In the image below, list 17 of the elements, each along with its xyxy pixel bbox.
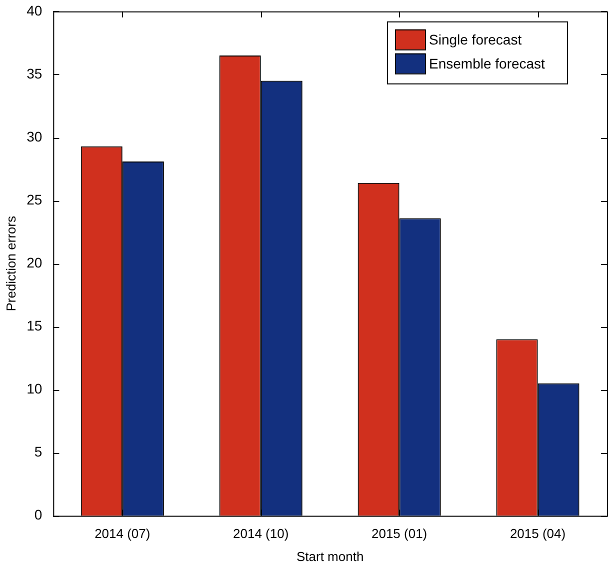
legend-label: Ensemble forecast <box>429 55 546 72</box>
y-axis-title: Prediction errors <box>3 215 18 312</box>
x-tick-label: 2015 (01) <box>371 526 428 542</box>
x-axis-title: Start month <box>296 548 364 564</box>
y-tick-label: 20 <box>26 254 42 270</box>
y-tick-label: 15 <box>26 318 42 334</box>
y-tick-label: 30 <box>26 128 42 144</box>
y-tick-label: 10 <box>26 380 42 397</box>
y-tick-label: 25 <box>26 191 42 208</box>
y-tick-label: 5 <box>34 444 42 460</box>
x-tick-label: 2015 (04) <box>510 526 566 542</box>
y-tick-label: 40 <box>26 2 42 18</box>
y-tick-label: 0 <box>34 506 42 523</box>
y-tick-label: 35 <box>26 65 42 82</box>
x-tick-label: 2014 (10) <box>233 526 289 542</box>
legend-label: Single forecast <box>429 31 522 48</box>
x-tick-label: 2014 (07) <box>94 526 150 542</box>
